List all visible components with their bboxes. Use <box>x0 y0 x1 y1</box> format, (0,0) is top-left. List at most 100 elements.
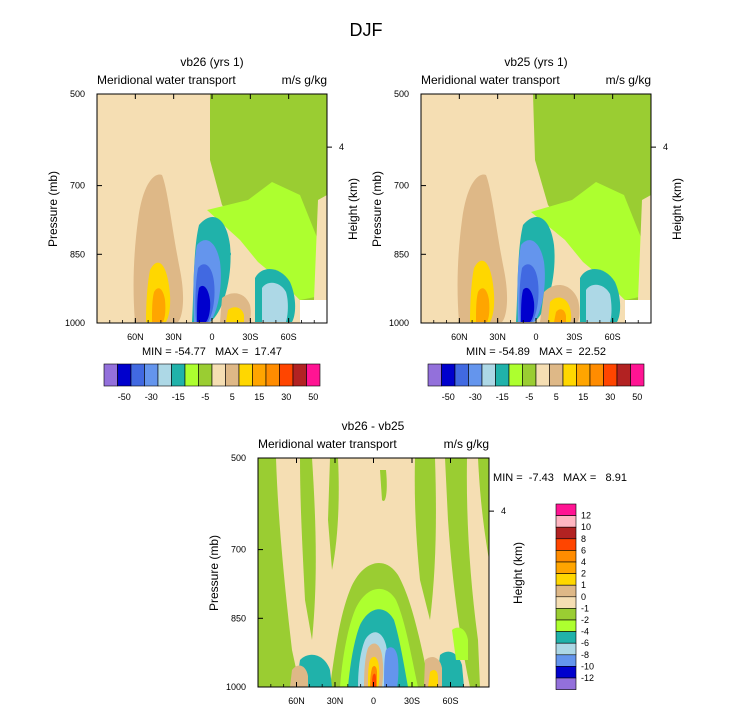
right-tick-label: 4 <box>663 142 668 152</box>
colorbar-box <box>252 363 267 387</box>
colorbar-box <box>144 363 159 387</box>
x-tick-label: 30S <box>404 696 420 706</box>
right-axis-label: Height (km) <box>670 178 684 240</box>
colorbar-label: -5 <box>201 392 209 402</box>
colorbar-label: -8 <box>581 650 589 660</box>
panel-left-label: Meridional water transport <box>421 73 560 87</box>
colorbar-box <box>555 573 577 586</box>
colorbar-label: -10 <box>581 661 594 671</box>
y-tick-label: 700 <box>394 181 409 191</box>
y-tick-label: 850 <box>70 249 85 259</box>
y-tick-label: 1000 <box>389 318 409 328</box>
colorbar-label: 8 <box>581 534 586 544</box>
axes: 60N 30N 0 30S 60S 500 700 850 1000 4 <box>389 89 668 342</box>
colorbar-label: -15 <box>172 392 185 402</box>
colorbar-horizontal: -50 -30 -15 -5 5 15 30 50 <box>427 363 645 402</box>
panel-left-label: Meridional water transport <box>97 73 236 87</box>
page-title: DJF <box>350 20 383 40</box>
colorbar-box <box>555 584 577 598</box>
x-tick-label: 30N <box>489 332 506 342</box>
y-tick-label: 500 <box>231 453 246 463</box>
x-tick-label: 60N <box>127 332 144 342</box>
x-tick-label: 30S <box>566 332 582 342</box>
colorbar-box <box>225 363 240 387</box>
colorbar-box <box>555 596 577 609</box>
colorbar-label: -15 <box>496 392 509 402</box>
colorbar-label: -4 <box>581 627 589 637</box>
x-tick-label: 0 <box>209 332 214 342</box>
colorbar-label: 10 <box>581 522 591 532</box>
panel-vb25: vb25 (yrs 1) Meridional water transport … <box>370 55 684 358</box>
colorbar-box <box>616 363 631 387</box>
colorbar-label: -6 <box>581 638 589 648</box>
stats-text: MIN = -54.89 MAX = 22.52 <box>466 346 606 358</box>
panel-vb26: vb26 (yrs 1) Meridional water transport … <box>46 55 360 358</box>
colorbar-box <box>555 550 577 563</box>
panel-title: vb25 (yrs 1) <box>504 55 567 69</box>
colorbar-box <box>555 538 577 551</box>
panel-units-label: m/s g/kg <box>606 73 651 87</box>
x-tick-label: 60N <box>288 696 305 706</box>
colorbar-box <box>117 363 132 387</box>
colorbar-label: 30 <box>281 392 291 402</box>
y-tick-label: 500 <box>70 89 85 99</box>
x-tick-label: 30N <box>165 332 182 342</box>
colorbar-label: 15 <box>578 392 588 402</box>
panel-units-label: m/s g/kg <box>444 437 489 451</box>
colorbar-label: 5 <box>230 392 235 402</box>
colorbar-box <box>508 363 523 387</box>
colorbar-box <box>198 363 213 387</box>
colorbar-box <box>555 654 577 667</box>
colorbar-box <box>211 363 226 387</box>
panel-title: vb26 - vb25 <box>342 419 405 433</box>
colorbar-box <box>427 363 442 387</box>
colorbar-label: 0 <box>581 592 586 602</box>
colorbar-box <box>441 363 456 387</box>
colorbar-box <box>555 677 577 690</box>
colorbar-box <box>522 363 537 387</box>
y-tick-label: 700 <box>231 545 246 555</box>
y-tick-label: 1000 <box>226 682 246 692</box>
colorbar-box <box>555 503 577 516</box>
contour-field <box>258 458 489 687</box>
x-tick-label: 0 <box>533 332 538 342</box>
stats-text: MIN = -54.77 MAX = 17.47 <box>142 346 282 358</box>
colorbar-box <box>576 363 591 387</box>
colorbar-box <box>454 363 469 387</box>
y-tick-label: 700 <box>70 181 85 191</box>
colorbar-box <box>157 363 172 387</box>
x-tick-label: 60S <box>281 332 297 342</box>
colorbar-box <box>589 363 604 387</box>
colorbar-label: 4 <box>581 557 586 567</box>
contour-field <box>421 94 651 323</box>
panel-units-label: m/s g/kg <box>282 73 327 87</box>
contour-field <box>97 94 327 323</box>
colorbar-box <box>555 561 577 574</box>
x-tick-label: 30S <box>242 332 258 342</box>
colorbar-box <box>555 515 577 528</box>
colorbar-label: -5 <box>525 392 533 402</box>
colorbar-label: -2 <box>581 615 589 625</box>
panel-left-label: Meridional water transport <box>258 437 397 451</box>
colorbar-box <box>468 363 483 387</box>
stats-text: MIN = -7.43 MAX = 8.91 <box>493 472 627 484</box>
y-tick-label: 850 <box>394 249 409 259</box>
y-axis-label: Pressure (mb) <box>207 535 221 611</box>
colorbar-label: -50 <box>118 392 131 402</box>
colorbar-box <box>603 363 618 387</box>
right-axis-label: Height (km) <box>511 542 525 604</box>
colorbar-box <box>630 363 645 387</box>
axes: 60N 30N 0 30S 60S 500 700 850 1000 4 <box>65 89 344 342</box>
colorbar-box <box>555 526 577 540</box>
colorbar-box <box>238 363 253 387</box>
y-axis-label: Pressure (mb) <box>46 171 60 247</box>
right-axis-label: Height (km) <box>346 178 360 240</box>
colorbar-label: 2 <box>581 569 586 579</box>
colorbar-label: -12 <box>581 673 594 683</box>
colorbar-label: -1 <box>581 603 589 613</box>
colorbar-box <box>279 363 294 387</box>
colorbar-box <box>495 363 510 387</box>
colorbar-box <box>555 631 577 644</box>
colorbar-box <box>549 363 564 387</box>
